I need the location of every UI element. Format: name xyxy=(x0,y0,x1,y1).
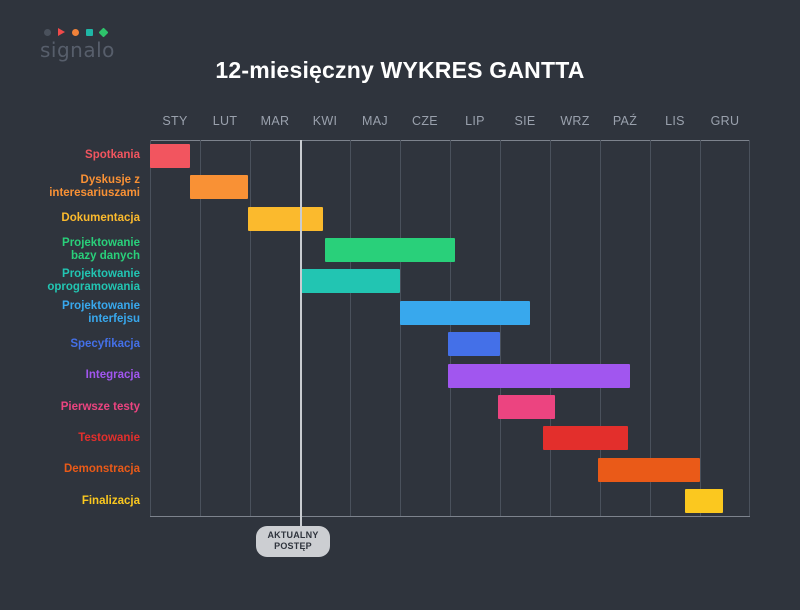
task-label[interactable]: Spotkania xyxy=(15,149,140,162)
month-label-mar: MAR xyxy=(260,114,290,128)
task-label-column: Spotkania Dyskusje z interesariuszami Dokum… xyxy=(15,140,140,517)
grid-line xyxy=(200,140,201,517)
page-title: 12-miesięczny WYKRES GANTTA xyxy=(215,57,585,83)
month-label-gru: GRU xyxy=(710,114,740,128)
brand-logo: signalo xyxy=(36,26,166,72)
grid-line xyxy=(400,140,401,517)
grid-line xyxy=(150,140,151,517)
task-label[interactable]: Projektowanie bazy danych xyxy=(15,237,140,263)
task-label-line: Spotkania xyxy=(85,149,140,162)
gantt-bar[interactable] xyxy=(598,457,700,482)
task-label[interactable]: Dyskusje z interesariuszami xyxy=(15,174,140,200)
grid-line xyxy=(550,140,551,517)
task-label[interactable]: Pierwsze testy xyxy=(15,401,140,414)
task-label-line: Pierwsze testy xyxy=(60,400,140,413)
gantt-bar[interactable] xyxy=(498,395,555,420)
logo-marks xyxy=(44,26,109,38)
task-label[interactable]: Projektowanie oprogramowania xyxy=(15,268,140,294)
gantt-bar[interactable] xyxy=(448,363,630,388)
month-label-lip: LIP xyxy=(465,114,485,128)
current-progress-badge: AKTUALNY POSTĘP xyxy=(256,526,330,557)
gantt-bar[interactable] xyxy=(543,426,628,451)
task-label[interactable]: Finalizacja xyxy=(15,495,140,508)
logo-wordmark: signalo xyxy=(40,38,115,62)
task-label[interactable]: Dokumentacja xyxy=(15,212,140,225)
task-label-line: Projektowanie xyxy=(62,236,140,249)
task-label[interactable]: Specyfikacja xyxy=(15,338,140,351)
task-label-line: interesariuszami xyxy=(49,187,140,200)
task-label[interactable]: Integracja xyxy=(15,369,140,382)
gantt-bar[interactable] xyxy=(190,175,248,200)
gantt-bar[interactable] xyxy=(248,206,323,231)
month-label-sie: SIE xyxy=(514,114,536,128)
task-label-line: bazy danych xyxy=(70,249,140,262)
current-progress-line xyxy=(300,140,302,534)
grid-line xyxy=(500,140,501,517)
task-label-line: Integracja xyxy=(85,369,140,382)
task-label-line: Projektowanie xyxy=(62,268,140,281)
month-label-cze: CZE xyxy=(412,114,438,128)
gantt-bar[interactable] xyxy=(300,269,400,294)
task-label[interactable]: Demonstracja xyxy=(15,463,140,476)
task-label-line: Dokumentacja xyxy=(61,212,140,225)
gantt-bar[interactable] xyxy=(325,237,455,262)
month-label-wrz: WRZ xyxy=(560,114,590,128)
gantt-bar[interactable] xyxy=(685,489,723,514)
month-label-paź: PAŹ xyxy=(612,114,638,128)
gantt-bar[interactable] xyxy=(448,332,500,357)
current-progress-badge-line1: AKTUALNY xyxy=(267,530,319,540)
task-label-line: Demonstracja xyxy=(63,463,140,476)
grid-line xyxy=(650,140,651,517)
task-label[interactable]: Projektowanie interfejsu xyxy=(15,300,140,326)
task-label-line: Finalizacja xyxy=(81,494,140,507)
grid-line xyxy=(749,140,750,517)
gantt-bar[interactable] xyxy=(400,300,530,325)
current-progress-badge-line2: POSTĘP xyxy=(274,541,312,551)
task-label-line: oprogramowania xyxy=(47,281,140,294)
month-axis: STY LUT MAR KWI MAJ CZE LIP SIE WRZ PAŹ LIS GRU xyxy=(150,114,750,132)
task-label-line: Projektowanie xyxy=(62,299,140,312)
task-label-line: Testowanie xyxy=(78,431,140,444)
month-label-kwi: KWI xyxy=(312,114,338,128)
task-label-line: interfejsu xyxy=(88,312,140,325)
grid-line xyxy=(700,140,701,517)
logo-triangle-red xyxy=(58,28,65,36)
grid-line xyxy=(450,140,451,517)
logo-square-teal xyxy=(86,28,93,36)
task-label[interactable]: Testowanie xyxy=(15,432,140,445)
logo-dot-orange xyxy=(72,28,79,36)
month-label-maj: MAJ xyxy=(362,114,388,128)
month-label-lis: LIS xyxy=(665,114,685,128)
grid-line xyxy=(600,140,601,517)
task-label-line: Dyskusje z xyxy=(80,174,140,187)
month-label-lut: LUT xyxy=(212,114,238,128)
grid-line xyxy=(350,140,351,517)
month-label-sty: STY xyxy=(162,114,188,128)
task-label-line: Specyfikacja xyxy=(70,337,140,350)
axis-bottom-line xyxy=(150,516,750,517)
plot-area xyxy=(150,140,750,517)
gantt-bar[interactable] xyxy=(150,143,190,168)
grid-line xyxy=(250,140,251,517)
logo-dot-faded xyxy=(44,28,51,36)
